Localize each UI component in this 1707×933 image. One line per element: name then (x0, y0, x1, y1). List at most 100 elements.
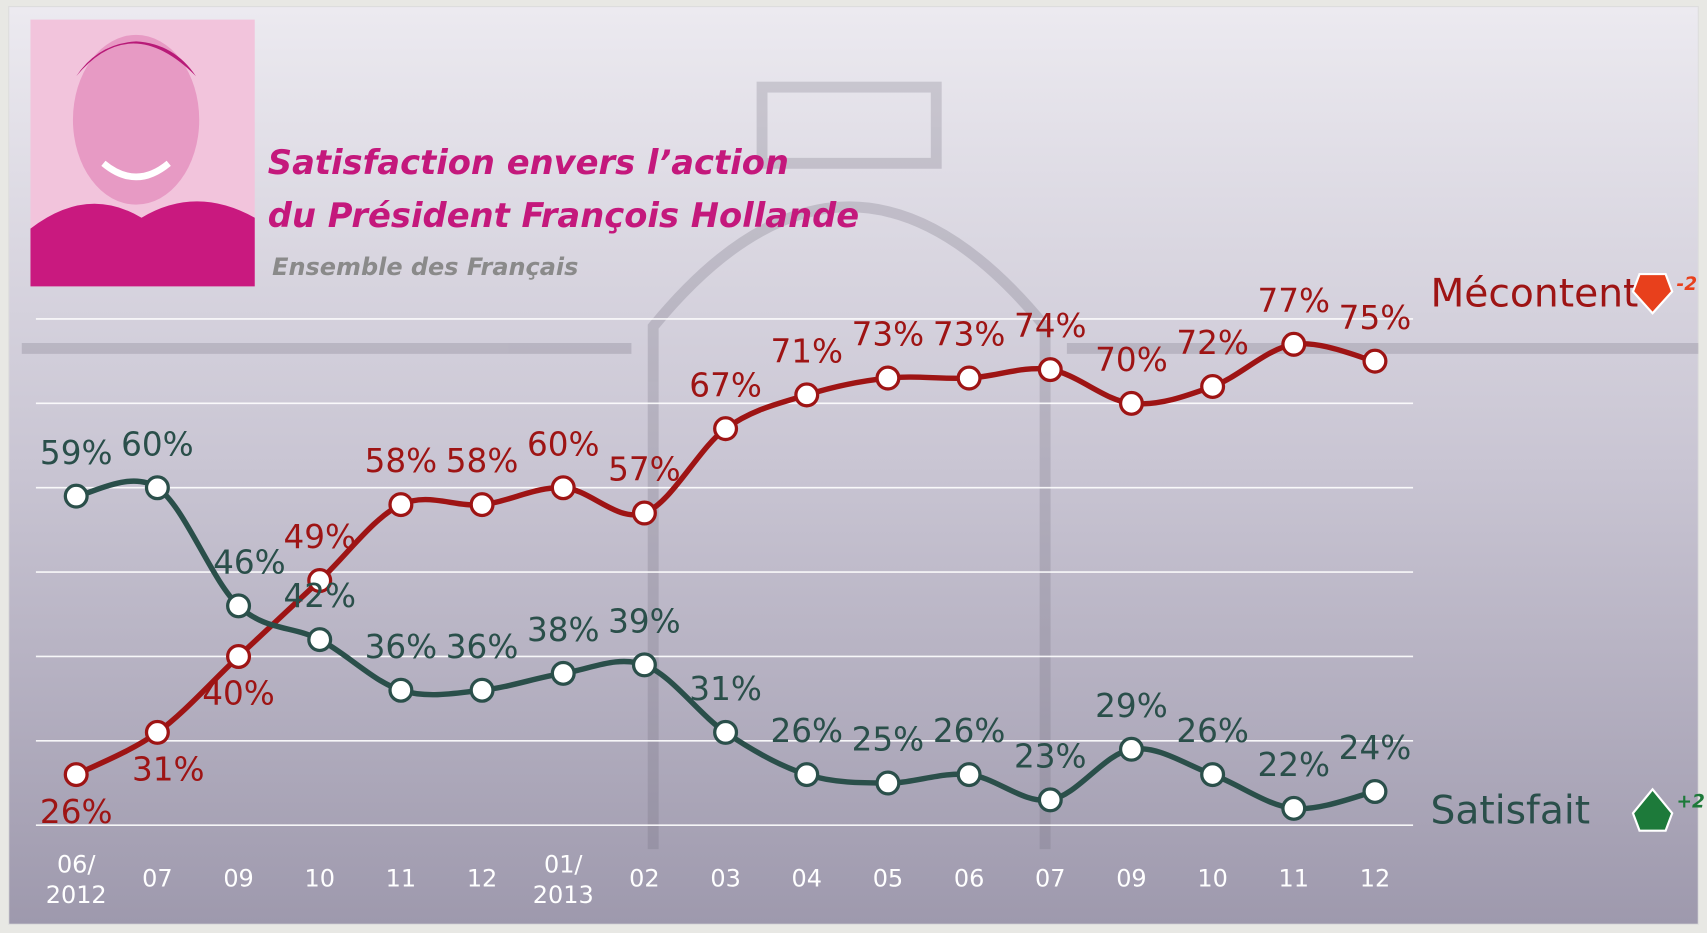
point (956, 365, 982, 391)
point (875, 770, 901, 796)
change-label: -2 (1677, 274, 1698, 295)
background (8, 6, 1699, 925)
data-label: 73% (933, 316, 1006, 354)
point (469, 492, 495, 518)
data-label: 75% (1339, 299, 1412, 337)
x-tick-label: 11 (1279, 865, 1309, 893)
point (713, 719, 739, 745)
point (144, 475, 170, 501)
point (1037, 357, 1063, 383)
data-label: 23% (1014, 738, 1087, 776)
point (956, 762, 982, 788)
point (550, 660, 576, 686)
data-label: 74% (1014, 307, 1087, 345)
data-label: 36% (446, 628, 519, 666)
data-label: 73% (852, 316, 925, 354)
data-label: 26% (1176, 712, 1249, 750)
data-label: 42% (283, 577, 356, 615)
data-label: 58% (365, 442, 438, 480)
data-label: 31% (689, 670, 762, 708)
point (1118, 736, 1144, 762)
x-tick-label: 02 (629, 865, 659, 893)
data-label: 38% (527, 611, 600, 649)
x-tick-label: 11 (386, 865, 416, 893)
point (1362, 778, 1388, 804)
change-label: +2 (1677, 791, 1705, 812)
point (631, 652, 657, 678)
chart-title: Satisfaction envers l’action (268, 143, 789, 182)
point (388, 492, 414, 518)
data-label: 77% (1258, 282, 1331, 320)
data-label: 39% (608, 603, 681, 641)
x-tick-label: 09 (223, 865, 253, 893)
point (63, 762, 89, 788)
point (1281, 331, 1307, 357)
point (713, 416, 739, 442)
point (1200, 762, 1226, 788)
chart-subtitle: Ensemble des Français (272, 253, 578, 281)
data-label: 57% (608, 451, 681, 489)
x-tick-label: 12 (467, 865, 497, 893)
x-tick-label: 05 (873, 865, 903, 893)
point (388, 677, 414, 703)
data-label: 58% (446, 442, 519, 480)
point (1037, 787, 1063, 813)
x-tick-label: 06 (954, 865, 984, 893)
point (63, 483, 89, 509)
data-label: 29% (1095, 687, 1168, 725)
x-tick-label: 07 (1035, 865, 1065, 893)
data-label: 31% (132, 751, 205, 789)
legend-label: Satisfait (1430, 789, 1590, 834)
data-label: 36% (365, 628, 438, 666)
point (550, 475, 576, 501)
legend-label: Mécontent (1430, 271, 1638, 316)
data-label: 49% (283, 518, 356, 556)
point (1118, 390, 1144, 416)
point (307, 627, 333, 653)
portrait (30, 19, 255, 287)
data-label: 60% (121, 425, 194, 463)
point (794, 382, 820, 408)
point (875, 365, 901, 391)
x-tick-label: 10 (304, 865, 334, 893)
data-label: 40% (202, 675, 275, 713)
data-label: 70% (1095, 341, 1168, 379)
series-line (74, 340, 1376, 778)
point (307, 568, 333, 594)
point (469, 677, 495, 703)
data-label: 59% (40, 434, 113, 472)
data-label: 60% (527, 425, 600, 463)
x-tick-label: 03 (710, 865, 740, 893)
data-label: 72% (1176, 324, 1249, 362)
chart-title: du Président François Hollande (268, 196, 859, 235)
data-label: 22% (1258, 746, 1331, 784)
data-label: 71% (770, 333, 843, 371)
point (144, 719, 170, 745)
point (631, 500, 657, 526)
data-label: 46% (213, 543, 286, 581)
data-label: 26% (40, 793, 113, 831)
point (1281, 795, 1307, 821)
x-tick-label: 10 (1197, 865, 1227, 893)
x-tick-label: 07 (142, 865, 172, 893)
data-label: 25% (852, 721, 925, 759)
point (1200, 373, 1226, 400)
point (226, 643, 252, 669)
change-arrow (1631, 787, 1674, 832)
x-tick-label: 09 (1116, 865, 1146, 893)
x-tick-label: 06/2012 (46, 850, 107, 908)
data-label: 26% (933, 712, 1006, 750)
point (1362, 348, 1388, 374)
x-tick-label: 04 (792, 865, 822, 893)
data-label: 24% (1339, 729, 1412, 767)
data-label: 67% (689, 366, 762, 404)
change-arrow (1631, 272, 1674, 315)
gate-drawing (21, 81, 1699, 850)
x-tick-label: 12 (1360, 865, 1390, 893)
data-label: 26% (770, 712, 843, 750)
point (794, 762, 820, 788)
point (226, 593, 252, 619)
x-tick-label: 01/2013 (533, 850, 594, 908)
